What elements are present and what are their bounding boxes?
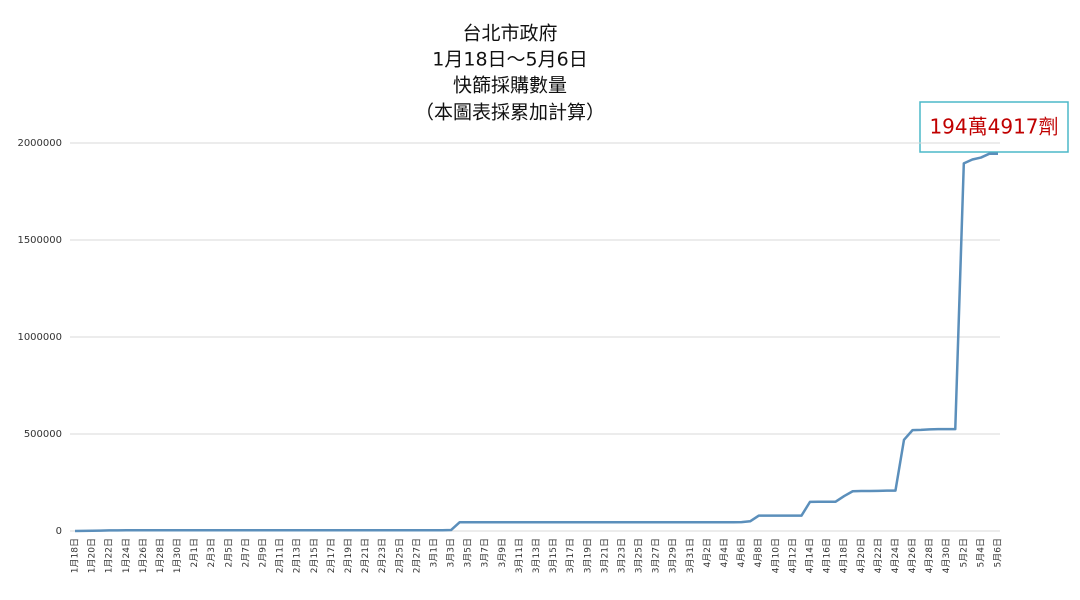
x-tick-label: 3月31日 [685,538,696,573]
x-tick-label: 4月18日 [839,538,850,573]
x-tick-label: 1月22日 [104,538,115,573]
y-tick-label: 500000 [24,429,62,440]
x-tick-label: 3月21日 [599,538,610,573]
x-tick-label: 2月27日 [411,538,422,573]
x-tick-label: 1月24日 [121,538,132,573]
x-tick-label: 2月3日 [206,538,217,567]
x-tick-label: 4月20日 [856,538,867,573]
x-tick-label: 3月29日 [668,538,679,573]
x-tick-label: 4月16日 [822,538,833,573]
x-tick-label: 4月8日 [753,538,764,567]
x-tick-label: 2月13日 [292,538,303,573]
y-tick-label: 1500000 [17,235,62,246]
annotation: 194萬4917劑 [929,115,1058,139]
x-tick-label: 2月23日 [377,538,388,573]
chart-title: 台北市政府 [462,23,557,45]
x-tick-label: 5月6日 [993,538,1004,567]
x-tick-label: 3月27日 [651,538,662,573]
x-tick-label: 4月4日 [719,538,730,567]
x-tick-label: 4月28日 [924,538,935,573]
x-tick-label: 3月15日 [548,538,559,573]
x-tick-label: 2月5日 [223,538,234,567]
y-tick-label: 2000000 [17,138,62,149]
x-tick-label: 4月14日 [804,538,815,573]
x-tick-label: 3月19日 [582,538,593,573]
x-tick-label: 4月2日 [702,538,713,567]
x-tick-label: 3月25日 [634,538,645,573]
x-tick-label: 3月9日 [497,538,508,567]
chart-title: 1月18日～5月6日 [432,49,587,71]
x-tick-label: 2月15日 [309,538,320,573]
x-tick-label: 4月24日 [890,538,901,573]
x-tick-label: 3月23日 [616,538,627,573]
x-tick-label: 3月1日 [428,538,439,567]
chart-title: （本圖表採累加計算） [415,102,605,124]
x-tick-label: 5月2日 [958,538,969,567]
annotation-box [919,101,1069,153]
x-tick-label: 2月25日 [394,538,405,573]
x-tick-label: 4月22日 [873,538,884,573]
x-tick-label: 3月5日 [463,538,474,567]
y-tick-label: 1000000 [17,332,62,343]
x-tick-label: 3月3日 [446,538,457,567]
x-tick-label: 1月20日 [87,538,98,573]
x-tick-label: 2月19日 [343,538,354,573]
x-tick-label: 2月11日 [275,538,286,573]
x-tick-label: 4月6日 [736,538,747,567]
x-tick-label: 2月7日 [240,538,251,567]
x-tick-label: 1月28日 [155,538,166,573]
x-tick-label: 1月30日 [172,538,183,573]
x-tick-label: 2月17日 [326,538,337,573]
x-tick-label: 4月12日 [787,538,798,573]
chart-title: 快篩採購數量 [453,75,567,97]
x-tick-label: 1月18日 [70,538,81,573]
data-line [74,152,998,533]
x-tick-label: 3月7日 [480,538,491,567]
x-tick-label: 4月26日 [907,538,918,573]
x-tick-label: 2月1日 [189,538,200,567]
x-tick-label: 3月17日 [565,538,576,573]
y-tick-label: 0 [56,526,62,537]
x-tick-label: 2月9日 [258,538,269,567]
x-tick-label: 4月10日 [770,538,781,573]
x-tick-label: 4月30日 [941,538,952,573]
x-tick-label: 3月11日 [514,538,525,573]
x-tick-label: 3月13日 [531,538,542,573]
x-tick-label: 5月4日 [975,538,986,567]
x-tick-label: 2月21日 [360,538,371,573]
x-tick-label: 1月26日 [138,538,149,573]
